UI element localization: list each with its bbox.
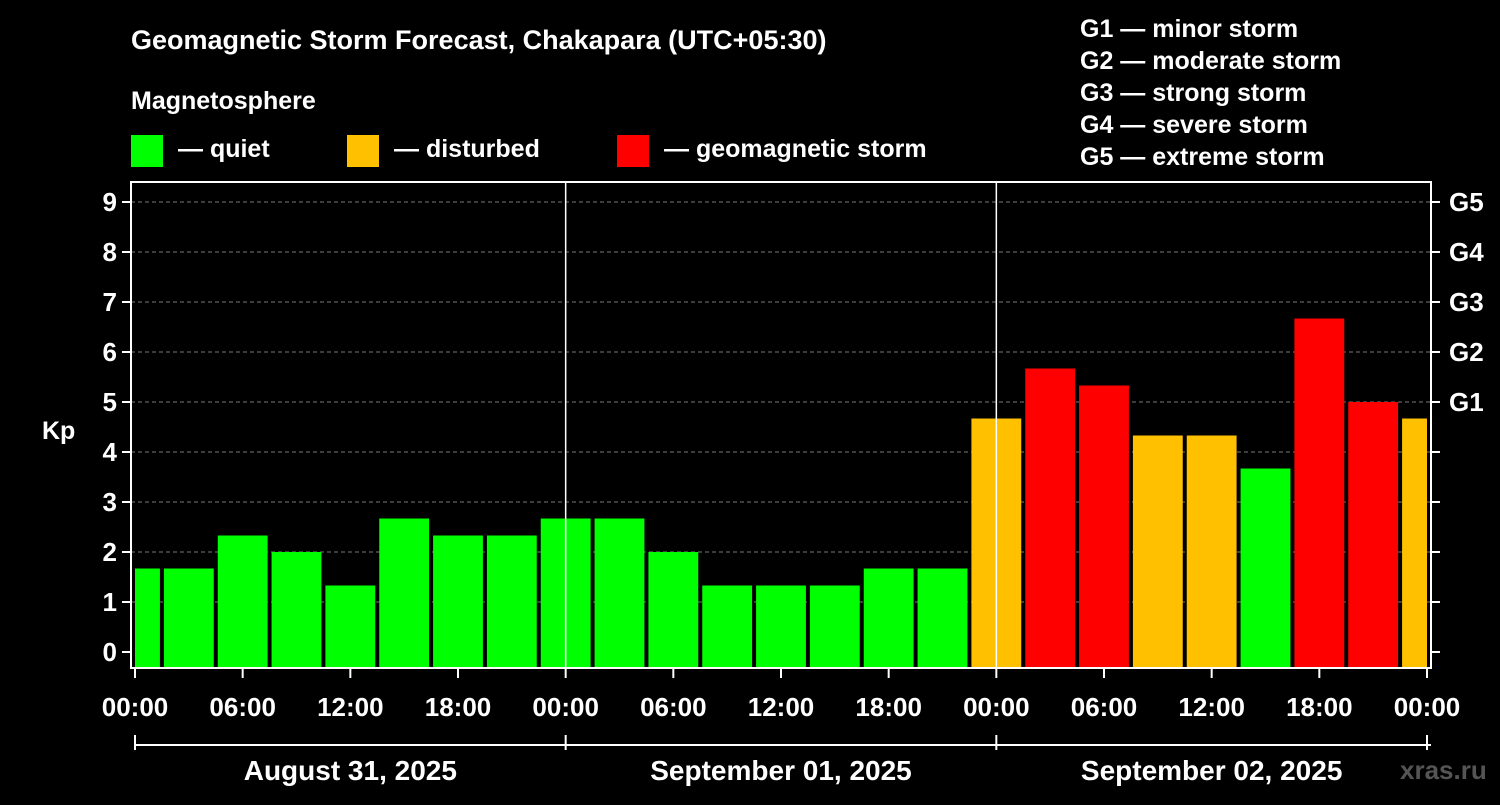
y-tick-label: 7 xyxy=(103,287,117,317)
legend-swatch-disturbed xyxy=(347,135,379,167)
x-tick-label: 06:00 xyxy=(209,692,276,722)
g-scale-label: G1 xyxy=(1449,387,1484,417)
kp-bar xyxy=(917,568,968,668)
x-tick-label: 12:00 xyxy=(748,692,815,722)
x-tick-label: 18:00 xyxy=(425,692,492,722)
date-label: September 01, 2025 xyxy=(650,755,912,786)
legend-label-storm: — geomagnetic storm xyxy=(664,135,927,163)
y-tick-label: 5 xyxy=(103,387,117,417)
y-tick-label: 3 xyxy=(103,487,117,517)
kp-bar xyxy=(1132,435,1183,668)
kp-bar xyxy=(702,585,753,668)
y-tick-label: 0 xyxy=(103,637,117,667)
y-tick-label: 9 xyxy=(103,187,117,217)
kp-bar xyxy=(1079,385,1129,668)
kp-bar xyxy=(379,518,430,668)
kp-bar xyxy=(1186,435,1237,668)
storm-scale-item: G4 — severe storm xyxy=(1080,111,1308,139)
kp-bar xyxy=(1294,318,1345,668)
x-tick-label: 06:00 xyxy=(640,692,707,722)
watermark: xras.ru xyxy=(1400,755,1487,785)
kp-bar xyxy=(486,535,537,668)
kp-bar xyxy=(325,585,376,668)
storm-scale-item: G2 — moderate storm xyxy=(1080,47,1341,75)
g-scale-label: G5 xyxy=(1449,187,1484,217)
g-scale-label: G2 xyxy=(1449,337,1484,367)
x-tick-label: 12:00 xyxy=(1178,692,1245,722)
storm-scale-item: G5 — extreme storm xyxy=(1080,143,1325,171)
kp-bar xyxy=(756,585,806,668)
storm-scale-list: G1 — minor storm G2 — moderate storm G3 — … xyxy=(1080,15,1341,171)
kp-bar xyxy=(809,585,860,668)
chart-title: Geomagnetic Storm Forecast, Chakapara (U… xyxy=(131,25,826,55)
g-scale-label: G4 xyxy=(1449,237,1484,267)
kp-bar xyxy=(217,535,268,668)
kp-bar xyxy=(863,568,914,668)
date-label: August 31, 2025 xyxy=(244,755,457,786)
y-tick-label: 6 xyxy=(103,337,117,367)
date-label: September 02, 2025 xyxy=(1081,755,1343,786)
kp-bar xyxy=(648,552,699,668)
x-tick-label: 00:00 xyxy=(963,692,1030,722)
legend: — quiet — disturbed — geomagnetic storm xyxy=(131,135,927,167)
legend-label-disturbed: — disturbed xyxy=(394,135,540,163)
kp-bar xyxy=(271,552,322,668)
legend-title: Magnetosphere xyxy=(131,87,316,115)
x-tick-label: 12:00 xyxy=(317,692,384,722)
y-tick-label: 4 xyxy=(103,437,118,467)
x-tick-label: 00:00 xyxy=(1394,692,1461,722)
y-tick-label: 1 xyxy=(103,587,117,617)
kp-bar xyxy=(1348,402,1399,668)
kp-bar xyxy=(163,568,214,668)
storm-scale-item: G1 — minor storm xyxy=(1080,15,1298,43)
legend-swatch-storm xyxy=(617,135,649,167)
x-tick-label: 00:00 xyxy=(532,692,599,722)
x-tick-label: 00:00 xyxy=(102,692,169,722)
y-axis-label: Kp xyxy=(42,417,75,445)
legend-swatch-quiet xyxy=(131,135,163,167)
storm-scale-item: G3 — strong storm xyxy=(1080,79,1306,107)
kp-bar xyxy=(433,535,483,668)
kp-bar xyxy=(1402,418,1427,668)
kp-bar xyxy=(1240,468,1291,668)
axes: 0 1 2 3 4 5 6 7 8 9 G1 G2 G3 G4 G5 00:00 06:00 12:00 18:00… xyxy=(102,181,1484,786)
y-tick-label: 8 xyxy=(103,237,117,267)
x-tick-label: 18:00 xyxy=(855,692,922,722)
g-scale-label: G3 xyxy=(1449,287,1484,317)
x-tick-label: 06:00 xyxy=(1071,692,1138,722)
legend-label-quiet: — quiet xyxy=(178,135,270,163)
kp-bar xyxy=(135,568,160,668)
kp-bars xyxy=(135,318,1427,668)
kp-bar xyxy=(1025,368,1076,668)
x-tick-label: 18:00 xyxy=(1286,692,1353,722)
kp-bar xyxy=(594,518,645,668)
y-tick-label: 2 xyxy=(103,537,117,567)
